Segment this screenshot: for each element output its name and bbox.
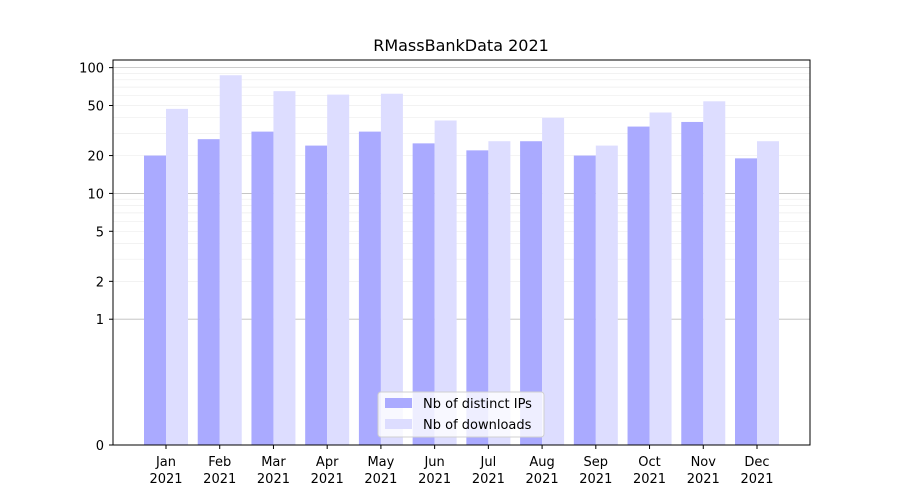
bar-distinct-ips-apr: [305, 145, 328, 445]
x-tick-label-year: 2021: [579, 472, 612, 487]
x-tick-label-year: 2021: [149, 472, 182, 487]
bar-downloads-feb: [219, 75, 242, 445]
x-tick-label-year: 2021: [257, 472, 290, 487]
bar-distinct-ips-aug: [520, 141, 543, 445]
x-tick-label-month: Aug: [529, 455, 554, 470]
bar-distinct-ips-oct: [627, 126, 650, 445]
x-tick-label-year: 2021: [364, 472, 397, 487]
x-tick-label-month: Jan: [155, 455, 176, 470]
x-tick-label-year: 2021: [472, 472, 505, 487]
bars-layer: [144, 75, 779, 446]
bar-distinct-ips-jan: [144, 155, 166, 446]
y-tick-label: 100: [79, 62, 104, 77]
x-tick-label-month: Apr: [316, 455, 339, 470]
plot-frame: [112, 59, 811, 446]
bar-downloads-jul: [488, 141, 511, 445]
x-tick-label-month: Nov: [691, 455, 717, 470]
legend-label: Nb of distinct IPs: [423, 397, 532, 412]
x-tick-label-year: 2021: [203, 472, 236, 487]
y-tick-label: 10: [87, 187, 104, 202]
bar-downloads-dec: [757, 141, 779, 445]
x-tick-label-month: May: [367, 455, 394, 470]
x-tick-label-year: 2021: [687, 472, 720, 487]
bar-distinct-ips-mar: [251, 131, 274, 445]
legend-label: Nb of downloads: [423, 418, 532, 433]
x-tick-label-month: Dec: [744, 455, 769, 470]
bar-downloads-may: [380, 93, 403, 445]
y-tick-label: 20: [87, 150, 104, 165]
bar-distinct-ips-jul: [466, 150, 489, 445]
bar-distinct-ips-nov: [681, 121, 704, 445]
x-tick-label-year: 2021: [526, 472, 559, 487]
x-tick-label-month: Oct: [638, 455, 660, 470]
y-tick-label: 50: [87, 100, 104, 115]
bar-downloads-mar: [273, 91, 296, 445]
x-tick-label-month: Jun: [423, 455, 444, 470]
x-tick-label-month: Sep: [584, 455, 609, 470]
y-tick-label: 0: [96, 439, 104, 454]
bar-distinct-ips-dec: [735, 158, 757, 445]
legend-swatch: [385, 398, 412, 408]
chart-title: RMassBankData 2021: [373, 36, 549, 55]
bar-downloads-aug: [542, 117, 565, 445]
bar-distinct-ips-sep: [573, 155, 596, 446]
bar-distinct-ips-feb: [197, 139, 220, 445]
legend-box: [377, 391, 545, 438]
y-tick-label: 2: [96, 275, 104, 290]
bar-downloads-nov: [703, 101, 726, 445]
bar-distinct-ips-may: [358, 131, 381, 445]
x-tick-label-year: 2021: [633, 472, 666, 487]
x-tick-label-month: Jul: [480, 455, 497, 470]
bar-downloads-jan: [166, 108, 188, 445]
legend: Nb of distinct IPs Nb of downloads: [377, 391, 545, 438]
legend-swatch: [385, 419, 412, 429]
x-tick-label-year: 2021: [418, 472, 451, 487]
x-tick-label-year: 2021: [311, 472, 344, 487]
y-tick-label: 5: [96, 225, 104, 240]
x-tick-label-month: Mar: [261, 455, 286, 470]
x-tick-label-month: Feb: [208, 455, 231, 470]
x-tick-label-year: 2021: [740, 472, 773, 487]
bar-downloads-sep: [595, 145, 618, 445]
bar-downloads-jun: [434, 120, 457, 446]
bar-downloads-apr: [327, 94, 350, 446]
y-tick-label: 1: [96, 313, 104, 328]
bar-downloads-oct: [649, 112, 672, 446]
bar-distinct-ips-jun: [412, 143, 435, 445]
axes-layer: 0 1 2 5 10 20 50 100 Jan 2021 Feb 2021 Mar 2021 Apr 202…: [79, 59, 811, 487]
